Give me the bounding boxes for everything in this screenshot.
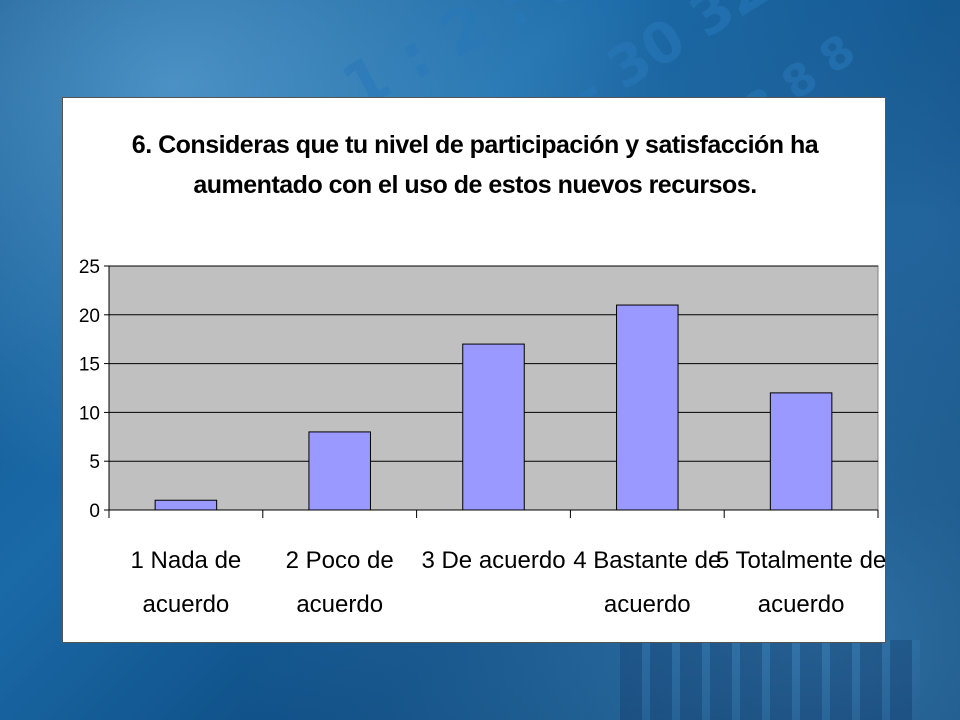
y-tick-label: 15	[79, 355, 100, 376]
chart-title: 6. Consideras que tu nivel de participac…	[63, 126, 887, 205]
x-category-label: acuerdo	[604, 591, 691, 618]
x-category-label: acuerdo	[143, 591, 230, 618]
bar	[462, 343, 525, 511]
y-tick-label: 25	[79, 257, 100, 278]
x-category-label: 1 Nada de	[131, 547, 242, 574]
x-category-label: acuerdo	[758, 591, 845, 618]
background-keypad	[620, 640, 920, 720]
x-category-label: 3 De acuerdo	[421, 547, 565, 574]
x-category-label: 2 Poco de	[286, 547, 394, 574]
bar-chart: 0 5 10 15 20 25 1 Nada de acuerdo 2 Poco de acuer…	[79, 257, 886, 618]
y-tick-label: 0	[89, 501, 100, 522]
x-category-label: acuerdo	[296, 591, 383, 618]
x-category-label: 4 Bastante de	[573, 547, 721, 574]
bar	[769, 392, 833, 511]
bar	[616, 304, 679, 511]
y-tick-label: 5	[89, 452, 100, 473]
bar	[308, 431, 371, 511]
chart-panel: 6. Consideras que tu nivel de participac…	[62, 97, 886, 643]
x-category-label: 5 Totalmente de	[716, 547, 886, 574]
y-tick-label: 10	[79, 403, 100, 424]
bar	[154, 499, 218, 511]
chart-title-line-2: aumentado con el uso de estos nuevos rec…	[193, 170, 757, 199]
chart-title-line-1: 6. Consideras que tu nivel de participac…	[131, 131, 819, 159]
y-tick-label: 20	[79, 306, 100, 327]
